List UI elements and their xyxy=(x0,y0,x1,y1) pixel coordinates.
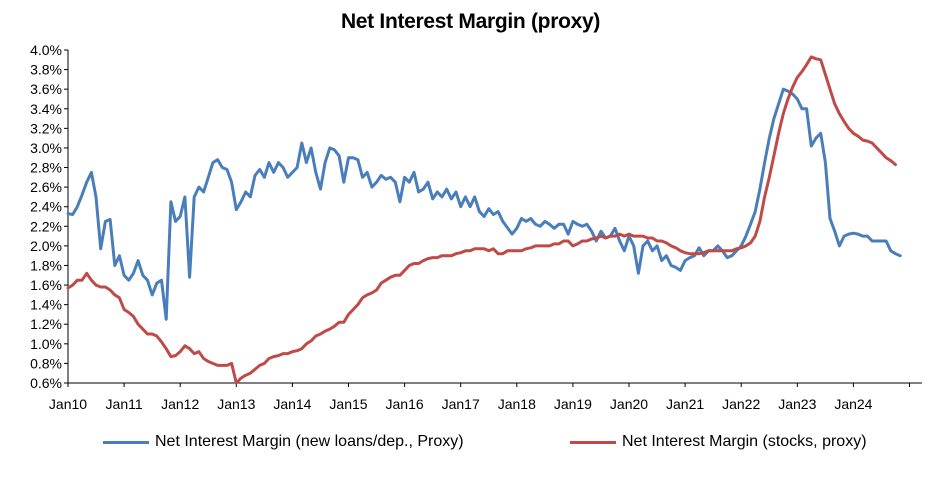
x-tick-label: Jan17 xyxy=(442,396,480,412)
y-tick-label: 1.0% xyxy=(30,336,62,352)
x-tick-label: Jan19 xyxy=(554,396,592,412)
y-tick-label: 2.8% xyxy=(30,160,62,176)
x-tick-label: Jan18 xyxy=(498,396,536,412)
x-tick-label: Jan10 xyxy=(49,396,87,412)
legend-swatch-new-loans xyxy=(103,440,149,444)
y-tick-label: 3.2% xyxy=(30,120,62,136)
y-tick-label: 1.8% xyxy=(30,257,62,273)
y-tick-label: 3.6% xyxy=(30,81,62,97)
y-tick-label: 2.4% xyxy=(30,199,62,215)
legend-swatch-stocks xyxy=(570,440,616,444)
y-tick-label: 0.8% xyxy=(30,355,62,371)
x-tick-label: Jan23 xyxy=(778,396,816,412)
series-lines xyxy=(66,55,902,385)
x-tick-label: Jan16 xyxy=(386,396,424,412)
x-tick-label: Jan21 xyxy=(666,396,704,412)
y-tick-label: 4.0% xyxy=(30,42,62,58)
legend-label-new-loans: Net Interest Margin (new loans/dep., Pro… xyxy=(155,433,464,450)
x-tick-label: Jan24 xyxy=(834,396,872,412)
y-tick-label: 2.6% xyxy=(30,179,62,195)
x-axis-ticks: Jan10 Jan11 Jan12 Jan13 Jan14 Jan15 Jan16 Jan17… xyxy=(49,383,910,412)
y-tick-label: 2.2% xyxy=(30,218,62,234)
legend-item-stocks: Net Interest Margin (stocks, proxy) xyxy=(570,433,867,451)
series-line-new-loans xyxy=(66,87,902,321)
x-tick-label: Jan20 xyxy=(610,396,648,412)
y-axis-ticks: 4.0% 3.8% 3.6% 3.4% 3.2% 3.0% 2.8% 2.6% 2.4% 2.2%… xyxy=(30,42,68,391)
x-tick-label: Jan12 xyxy=(161,396,199,412)
x-tick-label: Jan22 xyxy=(722,396,760,412)
y-tick-label: 3.0% xyxy=(30,140,62,156)
axes xyxy=(67,50,922,384)
y-tick-label: 3.4% xyxy=(30,101,62,117)
series-line-stocks xyxy=(66,55,897,385)
legend-label-stocks: Net Interest Margin (stocks, proxy) xyxy=(622,433,867,450)
x-tick-label: Jan11 xyxy=(106,396,143,412)
y-tick-label: 2.0% xyxy=(30,238,62,254)
x-tick-label: Jan14 xyxy=(273,396,311,412)
y-tick-label: 1.2% xyxy=(30,316,62,332)
y-tick-label: 0.6% xyxy=(30,375,62,391)
legend-item-new-loans: Net Interest Margin (new loans/dep., Pro… xyxy=(103,433,464,451)
y-tick-label: 1.4% xyxy=(30,297,62,313)
legend: Net Interest Margin (new loans/dep., Pro… xyxy=(0,433,941,457)
x-tick-label: Jan15 xyxy=(329,396,367,412)
x-tick-label: Jan13 xyxy=(217,396,255,412)
y-tick-label: 3.8% xyxy=(30,62,62,78)
y-tick-label: 1.6% xyxy=(30,277,62,293)
chart-title: Net Interest Margin (proxy) xyxy=(340,10,601,33)
